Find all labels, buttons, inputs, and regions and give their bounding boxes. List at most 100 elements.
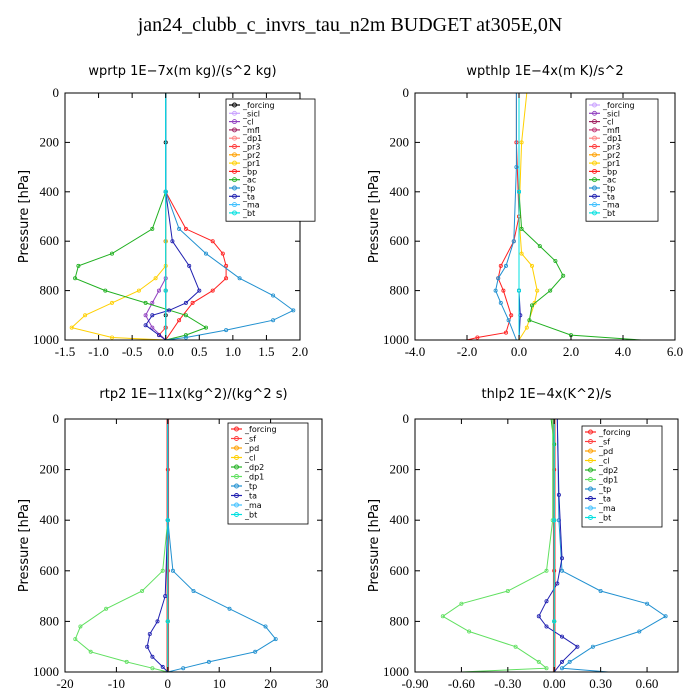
y-tick-label: 1000 bbox=[33, 664, 59, 679]
legend-label: _cl bbox=[242, 118, 254, 127]
y-tick-label: 400 bbox=[40, 512, 60, 527]
data-point bbox=[183, 300, 188, 305]
series-line-ac bbox=[518, 93, 642, 341]
data-point bbox=[513, 644, 518, 649]
legend-label: _forcing bbox=[242, 101, 275, 110]
legend-label: _pr3 bbox=[602, 143, 620, 152]
legend-marker bbox=[592, 193, 597, 199]
x-tick-label: 0.00 bbox=[543, 676, 566, 691]
data-point bbox=[663, 614, 668, 619]
legend-marker bbox=[592, 202, 597, 208]
series-line-ta bbox=[146, 419, 169, 673]
y-tick-label: 0 bbox=[403, 85, 410, 100]
legend-marker bbox=[232, 193, 237, 199]
legend-marker bbox=[232, 168, 237, 174]
legend-label: _tp bbox=[602, 184, 615, 193]
legend-label: _ta bbox=[602, 192, 615, 201]
data-point bbox=[548, 288, 553, 293]
legend-label: _dp1 bbox=[598, 476, 618, 485]
x-tick-label: -1.5 bbox=[55, 344, 76, 359]
data-point bbox=[505, 588, 510, 593]
legend-marker bbox=[234, 445, 239, 451]
series-line-cl bbox=[145, 93, 167, 341]
legend-label: _mfl bbox=[242, 126, 260, 135]
legend-marker bbox=[592, 102, 597, 108]
legend-label: _ma bbox=[598, 504, 616, 513]
data-point bbox=[224, 263, 229, 268]
data-point bbox=[150, 666, 155, 671]
panel-title: rtp2 1E−11x(kg^2)/(kg^2 s) bbox=[99, 387, 287, 402]
data-point bbox=[552, 619, 557, 624]
data-point bbox=[529, 263, 534, 268]
legend-marker bbox=[232, 110, 237, 116]
legend-marker bbox=[234, 502, 239, 508]
data-point bbox=[69, 325, 74, 330]
x-tick-label: -2.0 bbox=[457, 344, 478, 359]
legend-marker bbox=[592, 160, 597, 166]
data-point bbox=[263, 624, 268, 629]
legend-marker bbox=[588, 467, 593, 473]
data-point bbox=[559, 556, 564, 561]
data-point bbox=[165, 518, 170, 523]
legend-marker bbox=[588, 448, 593, 454]
data-point bbox=[150, 654, 155, 659]
legend-marker bbox=[592, 177, 597, 183]
legend-label: _pr1 bbox=[242, 159, 260, 168]
data-point bbox=[516, 189, 521, 194]
legend-marker bbox=[588, 515, 593, 520]
data-point bbox=[535, 288, 540, 293]
data-point bbox=[498, 263, 503, 268]
chart-rtp2: rtp2 1E−11x(kg^2)/(kg^2 s) Pressure [hPa]… bbox=[17, 387, 329, 691]
data-point bbox=[503, 263, 508, 268]
x-tick-label: -4.0 bbox=[405, 344, 426, 359]
data-point bbox=[78, 624, 83, 629]
data-point bbox=[503, 330, 508, 335]
legend-label: _cl bbox=[598, 457, 610, 466]
data-point bbox=[536, 614, 541, 619]
data-point bbox=[559, 666, 564, 671]
data-point bbox=[544, 666, 549, 671]
legend-label: _ma bbox=[602, 201, 620, 210]
panel-title: wpthlp 1E−4x(m K)/s^2 bbox=[466, 64, 623, 79]
data-point bbox=[467, 629, 472, 634]
data-point bbox=[553, 258, 558, 263]
x-tick-label: -0.60 bbox=[448, 676, 475, 691]
data-point bbox=[163, 189, 168, 194]
x-tick-label: 20 bbox=[264, 676, 277, 691]
legend-label: _ta bbox=[244, 492, 257, 501]
data-point bbox=[220, 251, 225, 256]
x-tick-label: 0.0 bbox=[511, 344, 527, 359]
data-point bbox=[170, 568, 175, 573]
figure-title: jan24_clubb_c_invrs_tau_n2m BUDGET at305… bbox=[137, 14, 563, 36]
legend-label: _ta bbox=[598, 495, 611, 504]
y-tick-label: 600 bbox=[390, 233, 410, 248]
legend-label: _sicl bbox=[602, 109, 620, 118]
series-line-pr1 bbox=[70, 93, 167, 341]
x-tick-label: 2.0 bbox=[563, 344, 579, 359]
legend-marker bbox=[232, 202, 237, 208]
chart-thlp2: thlp2 1E−4x(K^2)/s Pressure [hPa] -0.90 -0.… bbox=[367, 387, 679, 691]
data-point bbox=[210, 239, 215, 244]
data-point bbox=[153, 276, 158, 281]
data-point bbox=[493, 288, 498, 293]
series-line-ta bbox=[538, 418, 579, 673]
data-point bbox=[575, 644, 580, 649]
legend-label: _dp2 bbox=[598, 466, 618, 475]
series-line-bp bbox=[466, 93, 520, 341]
x-tick-label: -1.0 bbox=[88, 344, 109, 359]
data-point bbox=[291, 308, 296, 313]
legend-marker bbox=[592, 119, 597, 125]
legend-label: _bt bbox=[602, 209, 615, 218]
legend-label: _bp bbox=[602, 167, 617, 176]
legend-marker bbox=[592, 135, 597, 141]
data-point bbox=[440, 614, 445, 619]
legend-marker bbox=[592, 127, 597, 133]
x-tick-label: -0.90 bbox=[401, 676, 428, 691]
y-tick-label: 400 bbox=[390, 512, 410, 527]
data-point bbox=[527, 318, 532, 323]
y-tick-label: 200 bbox=[390, 462, 410, 477]
series-line-tp bbox=[167, 419, 277, 673]
data-point bbox=[103, 288, 108, 293]
y-tick-label: 400 bbox=[40, 184, 60, 199]
y-tick-label: 800 bbox=[40, 613, 60, 628]
